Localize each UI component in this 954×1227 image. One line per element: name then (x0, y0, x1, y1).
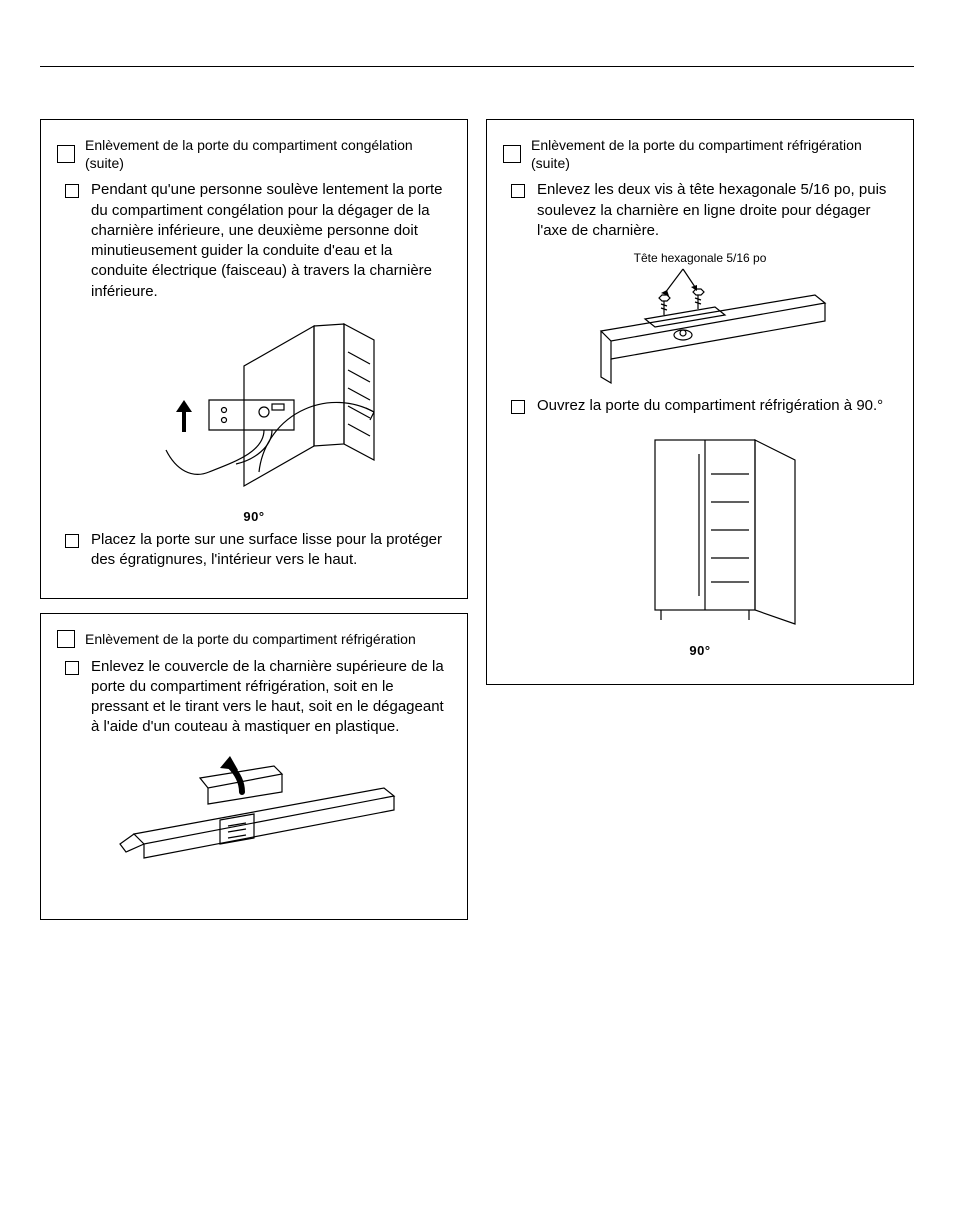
step4-item-0: Enlevez le couvercle de la charnière sup… (65, 657, 451, 738)
step4b-item-1-text: Ouvrez la porte du compartiment réfrigér… (537, 396, 883, 416)
hinge-cover-icon (104, 748, 404, 888)
step4b-fig-label: 90° (503, 643, 897, 658)
step3-figure: 90° (57, 312, 451, 524)
step3-item-0: Pendant qu'une personne soulève lentemen… (65, 180, 451, 302)
hex-caption: Tête hexagonale 5/16 po (503, 251, 897, 265)
step4b-figure-door: 90° (503, 426, 897, 658)
checkbox-small-icon (65, 534, 79, 548)
checkbox-small-icon (511, 184, 525, 198)
step4b-item-0: Enlevez les deux vis à tête hexagonale 5… (511, 180, 897, 241)
right-column: Enlèvement de la porte du compartiment r… (486, 119, 914, 685)
step4b-title: Enlèvement de la porte du compartiment r… (531, 136, 897, 172)
checkbox-small-icon (65, 184, 79, 198)
step3-item-1: Placez la porte sur une surface lisse po… (65, 530, 451, 571)
checkbox-icon (503, 145, 521, 163)
step3-item-0-text: Pendant qu'une personne soulève lentemen… (91, 180, 451, 302)
checkbox-icon (57, 145, 75, 163)
checkbox-small-icon (65, 661, 79, 675)
step3-title: Enlèvement de la porte du compartiment c… (85, 136, 451, 172)
step3-item-1-text: Placez la porte sur une surface lisse po… (91, 530, 451, 571)
step4-figure (57, 748, 451, 893)
step4-header: Enlèvement de la porte du compartiment r… (57, 630, 451, 648)
top-rule (40, 66, 914, 67)
fridge-open-90-icon (595, 426, 805, 636)
checkbox-small-icon (511, 400, 525, 414)
checkbox-icon (57, 630, 75, 648)
hex-screw-hinge-icon (565, 265, 835, 385)
step3-fig-label: 90° (57, 509, 451, 524)
step4b-header: Enlèvement de la porte du compartiment r… (503, 136, 897, 172)
step4b-item-0-text: Enlevez les deux vis à tête hexagonale 5… (537, 180, 897, 241)
step4-title: Enlèvement de la porte du compartiment r… (85, 630, 416, 648)
step4b-item-1: Ouvrez la porte du compartiment réfrigér… (511, 396, 897, 416)
panel-step4: Enlèvement de la porte du compartiment r… (40, 613, 468, 919)
panel-step3: Enlèvement de la porte du compartiment c… (40, 119, 468, 599)
left-column: Enlèvement de la porte du compartiment c… (40, 119, 468, 920)
page-root: Enlèvement de la porte du compartiment c… (0, 0, 954, 960)
panel-step4b: Enlèvement de la porte du compartiment r… (486, 119, 914, 685)
step4b-figure-hinge: Tête hexagonale 5/16 po (503, 251, 897, 390)
two-column-layout: Enlèvement de la porte du compartiment c… (40, 119, 914, 920)
step3-header: Enlèvement de la porte du compartiment c… (57, 136, 451, 172)
step4-item-0-text: Enlevez le couvercle de la charnière sup… (91, 657, 451, 738)
fridge-lift-icon (114, 312, 394, 502)
